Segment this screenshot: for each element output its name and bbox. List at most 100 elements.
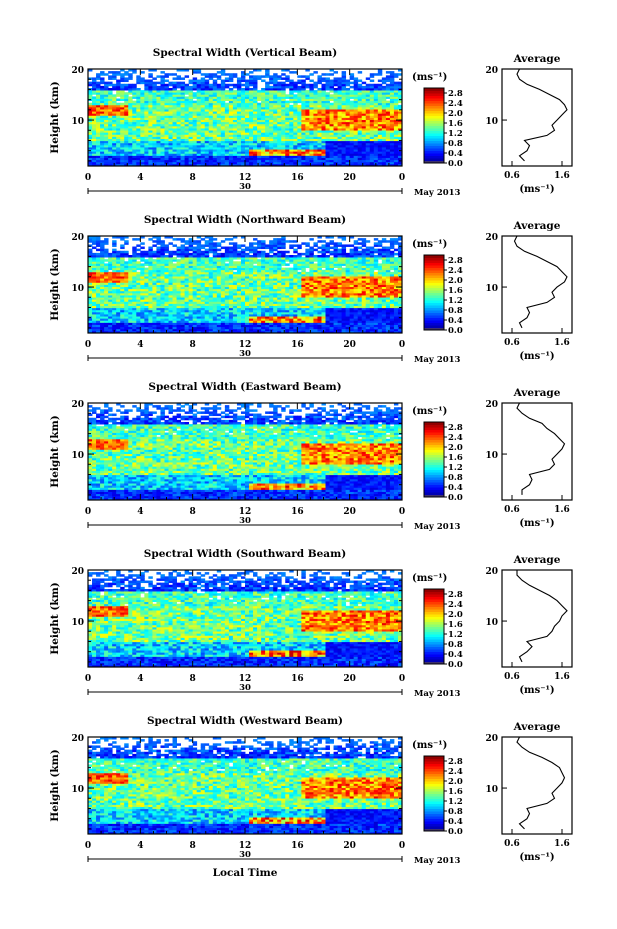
heatmap	[88, 570, 403, 668]
colorbar-tick-label: 0.0	[448, 660, 463, 670]
profile-x-label: (ms⁻¹)	[519, 852, 554, 863]
profile-line	[516, 736, 566, 830]
profile-y-tick-label: 10	[485, 618, 498, 628]
colorbar-frame	[423, 421, 445, 498]
x-tick-label: 4	[137, 173, 143, 183]
colorbar-tick-label: 2.0	[448, 443, 463, 453]
x-tick-label: 0	[85, 841, 91, 851]
profile-y-tick-label: 10	[485, 284, 498, 294]
colorbar-tick-label: 2.8	[448, 256, 463, 266]
colorbar-tick-label: 0.4	[448, 483, 463, 493]
profile-x-tick-label: 0.6	[504, 839, 520, 849]
profile-x-label: (ms⁻¹)	[519, 184, 554, 195]
x-tick-label: 0	[399, 173, 405, 183]
profile-x-tick-label: 1.6	[554, 171, 570, 181]
y-tick-label: 10	[71, 451, 84, 461]
panel-4: Spectral Width (Southward Beam) 20 10 Heigh…	[49, 548, 573, 699]
colorbar-tick-label: 1.2	[448, 630, 463, 640]
colorbar-tick-label: 2.4	[448, 767, 463, 777]
colorbar-tick-label: 1.6	[448, 453, 463, 463]
colorbar-tick-label: 1.6	[448, 286, 463, 296]
profile-title: Average	[513, 387, 561, 399]
x-tick-label: 8	[190, 173, 196, 183]
date-label: 30	[239, 850, 251, 860]
x-tick-label: 16	[291, 340, 304, 350]
heatmap	[88, 737, 403, 835]
month-label: May 2013	[414, 522, 461, 532]
profile-line	[516, 570, 568, 663]
colorbar-tick-label: 1.2	[448, 296, 463, 306]
profile-x-tick-label: 1.6	[554, 505, 570, 515]
heatmap	[88, 236, 403, 334]
profile-x-tick-label: 1.6	[554, 672, 570, 682]
colorbar-unit: (ms⁻¹)	[412, 740, 447, 751]
profile-frame	[501, 736, 573, 835]
colorbar-tick-label: 2.0	[448, 276, 463, 286]
colorbar-tick-label: 2.4	[448, 266, 463, 276]
date-label: 30	[239, 349, 251, 359]
month-label: May 2013	[414, 856, 461, 866]
x-tick-label: 0	[85, 340, 91, 350]
profile-x-label: (ms⁻¹)	[519, 518, 554, 529]
colorbar-tick-label: 1.2	[448, 463, 463, 473]
x-tick-label: 4	[137, 507, 143, 517]
colorbar-tick-label: 1.2	[448, 797, 463, 807]
colorbar-frame	[423, 87, 445, 164]
x-tick-label: 20	[343, 674, 356, 684]
colorbar-tick-label: 0.4	[448, 650, 463, 660]
colorbar-tick-label: 0.4	[448, 149, 463, 159]
y-tick-label: 20	[71, 734, 84, 744]
x-tick-label: 12	[239, 173, 252, 183]
y-axis-label: Height (km)	[49, 582, 61, 654]
heatmap	[88, 69, 403, 167]
y-tick-label: 10	[71, 785, 84, 795]
profile-title: Average	[513, 554, 561, 566]
colorbar-tick-label: 2.8	[448, 89, 463, 99]
average-profile: Average 20 10 0.6 1.6(ms⁻¹)	[485, 721, 573, 863]
panel-title: Spectral Width (Vertical Beam)	[153, 47, 337, 59]
colorbar-unit: (ms⁻¹)	[412, 573, 447, 584]
x-tick-label: 0	[85, 173, 91, 183]
x-tick-label: 4	[137, 674, 143, 684]
x-tick-label: 4	[137, 340, 143, 350]
profile-y-tick-label: 10	[485, 117, 498, 127]
profile-y-tick-label: 20	[485, 233, 498, 243]
x-tick-label: 12	[239, 841, 252, 851]
average-profile: Average 20 10 0.6 1.6(ms⁻¹)	[485, 387, 573, 529]
x-tick-label: 0	[399, 841, 405, 851]
y-tick-label: 20	[71, 567, 84, 577]
x-tick-label: 8	[190, 674, 196, 684]
x-tick-label: 12	[239, 340, 252, 350]
profile-line	[513, 235, 568, 329]
colorbar-tick-label: 0.4	[448, 817, 463, 827]
y-tick-label: 20	[71, 400, 84, 410]
average-profile: Average 20 10 0.6 1.6(ms⁻¹)	[485, 53, 573, 195]
x-tick-label: 4	[137, 841, 143, 851]
colorbar-tick-label: 2.8	[448, 423, 463, 433]
colorbar-tick-label: 1.6	[448, 787, 463, 797]
x-tick-label: 0	[399, 674, 405, 684]
average-profile: Average 20 10 0.6 1.6(ms⁻¹)	[485, 220, 573, 362]
y-tick-label: 10	[71, 618, 84, 628]
colorbar-tick-label: 2.4	[448, 99, 463, 109]
profile-y-tick-label: 20	[485, 66, 498, 76]
colorbar-tick-label: 2.8	[448, 757, 463, 767]
x-tick-label: 16	[291, 674, 304, 684]
x-tick-label: 16	[291, 841, 304, 851]
colorbar-tick-label: 2.0	[448, 777, 463, 787]
colorbar-tick-label: 0.8	[448, 473, 463, 483]
profile-title: Average	[513, 721, 561, 733]
y-tick-label: 10	[71, 117, 84, 127]
profile-x-tick-label: 1.6	[554, 338, 570, 348]
y-tick-label: 10	[71, 284, 84, 294]
heatmap	[88, 403, 403, 501]
colorbar-frame	[423, 588, 445, 665]
profile-line	[516, 68, 568, 162]
y-axis-label: Height (km)	[49, 415, 61, 487]
colorbar: 2.82.42.01.61.20.80.40.0	[423, 588, 463, 670]
colorbar-frame	[423, 755, 445, 832]
colorbar-tick-label: 1.2	[448, 129, 463, 139]
profile-x-label: (ms⁻¹)	[519, 351, 554, 362]
profile-x-label: (ms⁻¹)	[519, 685, 554, 696]
